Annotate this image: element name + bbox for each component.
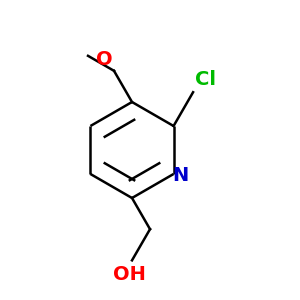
Text: Cl: Cl — [195, 70, 216, 89]
Text: N: N — [172, 166, 188, 185]
Text: OH: OH — [112, 265, 146, 284]
Text: O: O — [96, 50, 112, 69]
